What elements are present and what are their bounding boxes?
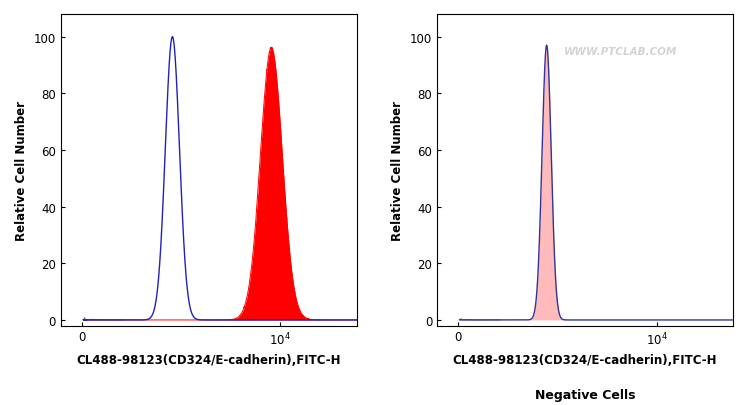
Text: WWW.PTCLAB.COM: WWW.PTCLAB.COM bbox=[564, 47, 677, 57]
Text: Negative Cells: Negative Cells bbox=[535, 388, 635, 401]
X-axis label: CL488-98123(CD324/E-cadherin),FITC-H: CL488-98123(CD324/E-cadherin),FITC-H bbox=[453, 353, 717, 366]
Y-axis label: Relative Cell Number: Relative Cell Number bbox=[391, 100, 405, 240]
X-axis label: CL488-98123(CD324/E-cadherin),FITC-H: CL488-98123(CD324/E-cadherin),FITC-H bbox=[76, 353, 341, 366]
Y-axis label: Relative Cell Number: Relative Cell Number bbox=[15, 100, 28, 240]
